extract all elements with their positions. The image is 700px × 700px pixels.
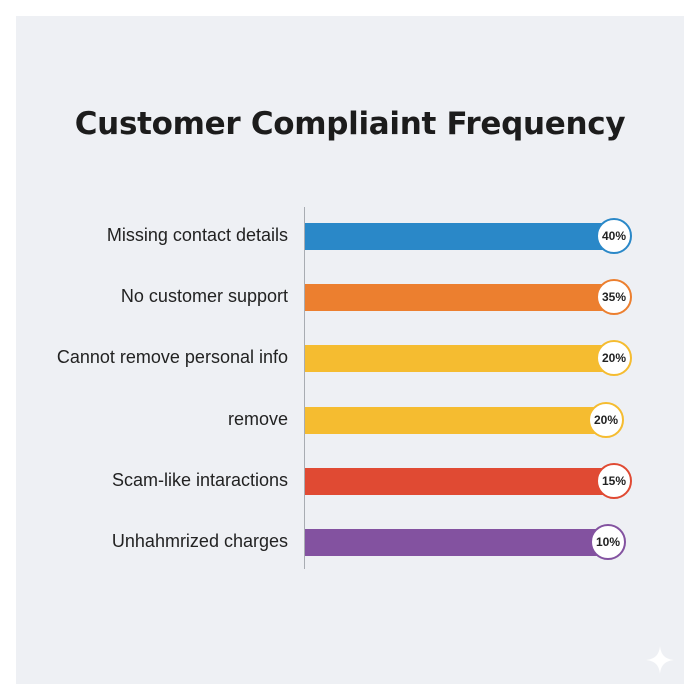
bar-row: Cannot remove personal info 20% [0, 338, 700, 378]
value-label: 15% [596, 463, 632, 499]
bar [305, 468, 606, 495]
bar [305, 407, 598, 434]
value-label: 20% [588, 402, 624, 438]
sparkle-icon [646, 646, 674, 674]
bar-row: Scam-like intaractions 15% [0, 461, 700, 501]
value-label: 40% [596, 218, 632, 254]
bar [305, 284, 606, 311]
category-label: No customer support [120, 286, 288, 306]
value-label: 35% [596, 279, 632, 315]
category-label: Unhahmrized charges [111, 531, 288, 551]
bar [305, 345, 606, 372]
bar [305, 223, 606, 250]
bar-row: No customer support 35% [0, 277, 700, 317]
value-label: 10% [590, 524, 626, 560]
value-label: 20% [596, 340, 632, 376]
category-label: Scam-like intaractions [111, 470, 288, 490]
bar [305, 529, 600, 556]
category-label: remove [227, 409, 288, 429]
bar-row: remove 20% [0, 400, 700, 440]
y-axis-line [304, 207, 305, 569]
chart-title: Customer Compliaint Frequency [74, 106, 626, 142]
bar-row: Missing contact details 40% [0, 216, 700, 256]
category-label: Missing contact details [106, 225, 288, 245]
category-label: Cannot remove personal info [56, 347, 288, 367]
bar-row: Unhahmrized charges 10% [0, 522, 700, 562]
